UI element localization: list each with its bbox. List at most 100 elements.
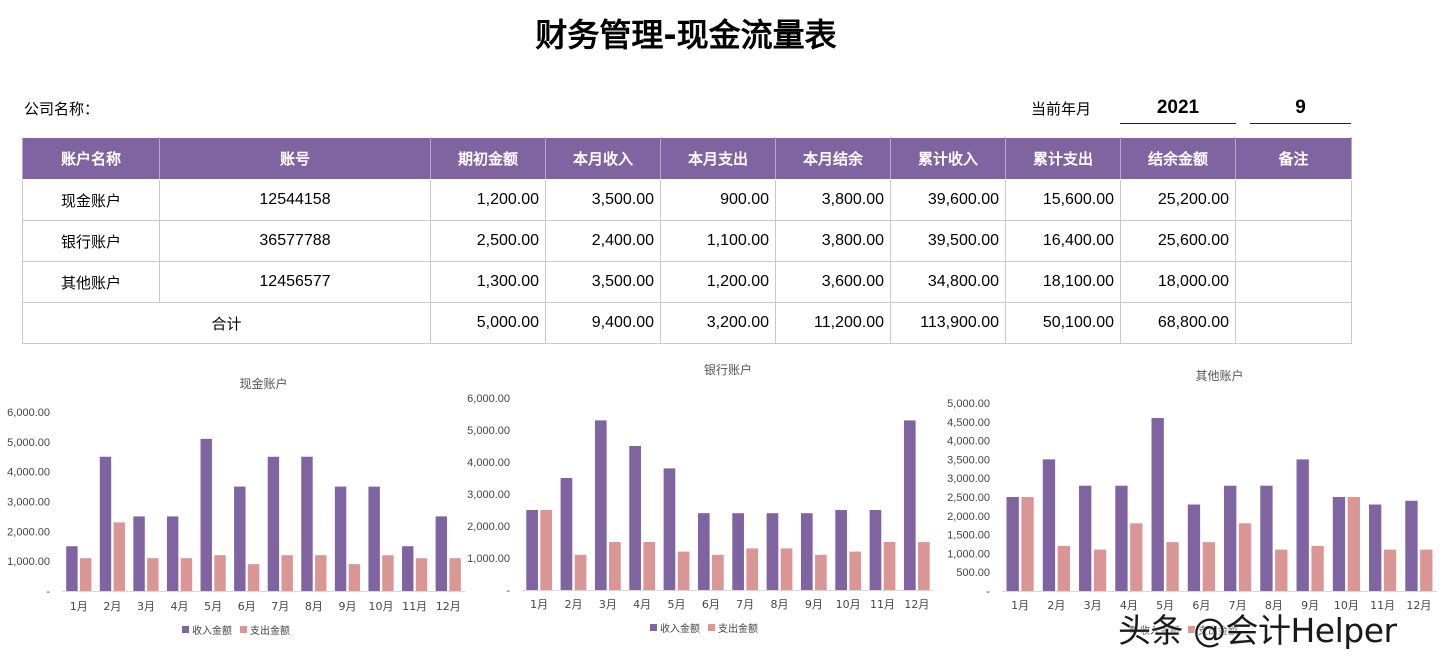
chart-other-account[interactable]: 其他账户 - 500.00 1,000.00 1,500.00 2,000.00 2,500… bbox=[940, 364, 1440, 644]
cell-total-expense[interactable]: 3,200.00 bbox=[660, 302, 776, 344]
expense-bar[interactable] bbox=[677, 551, 690, 590]
income-bar[interactable] bbox=[301, 456, 313, 591]
income-bar[interactable] bbox=[133, 516, 145, 591]
cell-opening[interactable]: 1,200.00 bbox=[430, 179, 546, 221]
expense-bar[interactable] bbox=[247, 564, 260, 591]
income-bar[interactable] bbox=[1332, 497, 1346, 591]
income-bar[interactable] bbox=[435, 516, 448, 591]
income-bar[interactable] bbox=[594, 420, 607, 590]
expense-bar[interactable] bbox=[918, 542, 930, 590]
cell-opening[interactable]: 2,500.00 bbox=[430, 220, 546, 262]
chart-cash-account[interactable]: 现金账户 - 1,000.00 2,000.00 3,000.00 4,000.00 5,0… bbox=[0, 372, 470, 644]
income-bar[interactable] bbox=[732, 513, 744, 590]
income-bar[interactable] bbox=[99, 456, 112, 591]
income-bar[interactable] bbox=[1042, 459, 1056, 591]
income-bar[interactable] bbox=[663, 468, 676, 590]
cell-note[interactable] bbox=[1235, 220, 1352, 262]
income-bar[interactable] bbox=[402, 546, 414, 591]
cell-total-cum-income[interactable]: 113,900.00 bbox=[890, 302, 1006, 344]
expense-bar[interactable] bbox=[1093, 549, 1107, 591]
expense-bar[interactable] bbox=[79, 558, 92, 591]
cell-expense[interactable]: 900.00 bbox=[660, 179, 776, 221]
cell-income[interactable]: 3,500.00 bbox=[545, 261, 661, 303]
expense-bar[interactable] bbox=[1202, 542, 1215, 591]
expense-bar[interactable] bbox=[382, 555, 394, 591]
cell-total-balance[interactable]: 11,200.00 bbox=[775, 302, 891, 344]
cell-total-opening[interactable]: 5,000.00 bbox=[430, 302, 546, 344]
expense-bar[interactable] bbox=[1130, 523, 1143, 591]
expense-bar[interactable] bbox=[449, 558, 461, 591]
expense-bar[interactable] bbox=[883, 542, 896, 590]
income-bar[interactable] bbox=[166, 516, 179, 591]
income-bar[interactable] bbox=[1151, 418, 1164, 591]
expense-bar[interactable] bbox=[113, 522, 125, 591]
expense-bar[interactable] bbox=[849, 551, 862, 590]
income-bar[interactable] bbox=[1115, 485, 1128, 591]
cell-remaining[interactable]: 25,200.00 bbox=[1120, 179, 1236, 221]
cell-total-cum-expense[interactable]: 50,100.00 bbox=[1005, 302, 1121, 344]
income-bar[interactable] bbox=[629, 446, 641, 590]
expense-bar[interactable] bbox=[1021, 497, 1034, 591]
income-bar[interactable] bbox=[368, 486, 380, 591]
income-bar[interactable] bbox=[200, 438, 212, 591]
income-bar[interactable] bbox=[697, 513, 710, 590]
income-bar[interactable] bbox=[1224, 485, 1237, 591]
income-bar[interactable] bbox=[526, 510, 538, 590]
income-bar[interactable] bbox=[800, 513, 813, 590]
cell-cum-income[interactable]: 39,500.00 bbox=[890, 220, 1006, 262]
cell-balance[interactable]: 3,600.00 bbox=[775, 261, 891, 303]
cell-remaining[interactable]: 18,000.00 bbox=[1120, 261, 1236, 303]
income-bar[interactable] bbox=[66, 546, 78, 591]
income-bar[interactable] bbox=[1260, 485, 1273, 591]
income-bar[interactable] bbox=[1187, 504, 1201, 591]
expense-bar[interactable] bbox=[746, 548, 759, 590]
expense-bar[interactable] bbox=[540, 510, 553, 590]
cell-income[interactable]: 3,500.00 bbox=[545, 179, 661, 221]
income-bar[interactable] bbox=[334, 486, 347, 591]
expense-bar[interactable] bbox=[1275, 549, 1288, 591]
expense-bar[interactable] bbox=[348, 564, 361, 591]
expense-bar[interactable] bbox=[1238, 523, 1252, 591]
cell-total-remaining[interactable]: 68,800.00 bbox=[1120, 302, 1236, 344]
income-bar[interactable] bbox=[1369, 504, 1382, 591]
income-bar[interactable] bbox=[560, 478, 573, 590]
cell-income[interactable]: 2,400.00 bbox=[545, 220, 661, 262]
cell-note[interactable] bbox=[1235, 261, 1352, 303]
expense-bar[interactable] bbox=[1166, 542, 1179, 591]
expense-bar[interactable] bbox=[1383, 549, 1397, 591]
expense-bar[interactable] bbox=[180, 558, 193, 591]
cell-total-income[interactable]: 9,400.00 bbox=[545, 302, 661, 344]
expense-bar[interactable] bbox=[415, 558, 428, 591]
income-bar[interactable] bbox=[267, 456, 280, 591]
expense-bar[interactable] bbox=[214, 555, 226, 591]
expense-bar[interactable] bbox=[1347, 497, 1360, 591]
cell-account-number[interactable]: 12456577 bbox=[159, 261, 431, 303]
income-bar[interactable] bbox=[234, 486, 246, 591]
cell-account-number[interactable]: 36577788 bbox=[159, 220, 431, 262]
expense-bar[interactable] bbox=[574, 554, 587, 590]
cell-cum-expense[interactable]: 16,400.00 bbox=[1005, 220, 1121, 262]
chart-bank-account[interactable]: 银行账户 - 1,000.00 2,000.00 3,000.00 4,000.00 5,0… bbox=[462, 358, 947, 644]
cell-expense[interactable]: 1,100.00 bbox=[660, 220, 776, 262]
cell-account-name[interactable]: 其他账户 bbox=[22, 261, 160, 303]
cell-expense[interactable]: 1,200.00 bbox=[660, 261, 776, 303]
income-bar[interactable] bbox=[903, 420, 916, 590]
cell-account-name[interactable]: 银行账户 bbox=[22, 220, 160, 262]
income-bar[interactable] bbox=[1405, 500, 1418, 591]
income-bar[interactable] bbox=[766, 513, 779, 590]
expense-bar[interactable] bbox=[315, 555, 327, 591]
cell-note[interactable] bbox=[1235, 179, 1352, 221]
expense-bar[interactable] bbox=[1057, 545, 1070, 591]
expense-bar[interactable] bbox=[1311, 545, 1324, 591]
income-bar[interactable] bbox=[1079, 485, 1092, 591]
expense-bar[interactable] bbox=[1420, 549, 1433, 591]
cell-account-name[interactable]: 现金账户 bbox=[22, 179, 160, 221]
month-field[interactable]: 9 bbox=[1250, 94, 1351, 124]
cell-cum-expense[interactable]: 18,100.00 bbox=[1005, 261, 1121, 303]
expense-bar[interactable] bbox=[147, 558, 159, 591]
cell-balance[interactable]: 3,800.00 bbox=[775, 179, 891, 221]
income-bar[interactable] bbox=[1006, 497, 1019, 591]
cell-opening[interactable]: 1,300.00 bbox=[430, 261, 546, 303]
cell-cum-expense[interactable]: 15,600.00 bbox=[1005, 179, 1121, 221]
cell-balance[interactable]: 3,800.00 bbox=[775, 220, 891, 262]
